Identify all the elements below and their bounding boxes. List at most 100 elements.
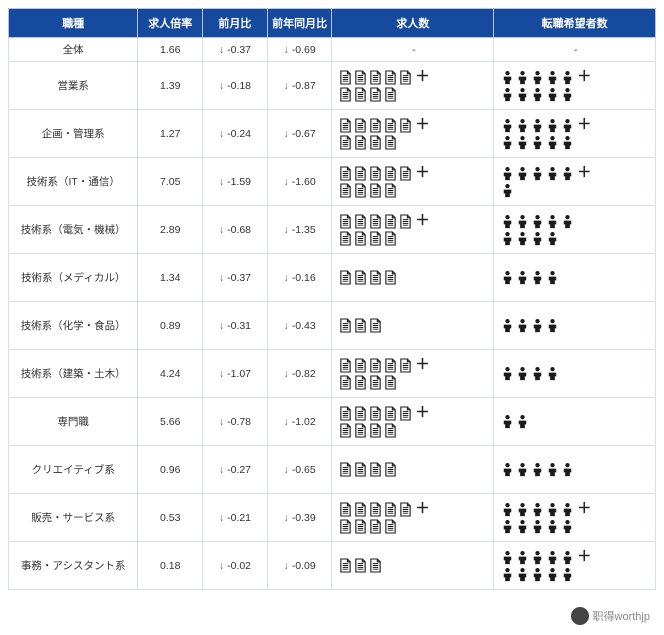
cell-ratio: 0.18 [138,542,203,590]
cell-category: 企画・管理系 [9,110,138,158]
document-icon [369,358,382,373]
person-icon [531,231,544,246]
down-arrow-icon: ↓ [219,272,224,284]
person-icon [546,318,559,333]
document-icon [369,231,382,246]
document-icon [369,183,382,198]
document-icon [399,214,412,229]
cell-jobs: ＋ [332,206,494,254]
document-icon [384,87,397,102]
document-icon [354,87,367,102]
plus-icon: ＋ [415,69,429,84]
plus-icon: ＋ [415,405,429,420]
col-seekers: 転職希望者数 [494,9,656,38]
cell-seekers [494,446,656,494]
cell-category: 技術系（IT・通信） [9,158,138,206]
cell-category: 営業系 [9,62,138,110]
table-row: 事務・アシスタント系0.18↓-0.02↓-0.09＋ [9,542,656,590]
cell-jobs: ＋ [332,158,494,206]
document-icon [399,406,412,421]
person-icon [561,135,574,150]
document-icon [384,358,397,373]
document-icon [354,558,367,573]
cell-ratio: 1.39 [138,62,203,110]
document-icon [384,183,397,198]
document-icon [339,519,352,534]
cell-jobs: ＋ [332,350,494,398]
icon-group [500,269,651,286]
cell-category: クリエイティブ系 [9,446,138,494]
icon-group: ＋ [338,165,489,199]
table-row: 技術系（化学・食品）0.89↓-0.31↓-0.43 [9,302,656,350]
cell-mom: ↓-0.18 [203,62,268,110]
person-icon [501,214,514,229]
job-ratio-table: 職種 求人倍率 前月比 前年同月比 求人数 転職希望者数 全体1.66↓-0.3… [8,8,656,590]
cell-ratio: 0.96 [138,446,203,494]
document-icon [339,423,352,438]
document-icon [399,166,412,181]
icon-group: ＋ [338,357,489,391]
cell-ratio: 0.53 [138,494,203,542]
person-icon [516,118,529,133]
down-arrow-icon: ↓ [284,320,289,332]
table-row: 専門職5.66↓-0.78↓-1.02＋ [9,398,656,446]
document-icon [354,270,367,285]
person-icon [546,270,559,285]
down-arrow-icon: ↓ [284,512,289,524]
table-row: 技術系（電気・機械）2.89↓-0.68↓-1.35＋ [9,206,656,254]
icon-group [338,557,489,574]
plus-icon: ＋ [415,117,429,132]
cell-ratio: 1.34 [138,254,203,302]
person-icon [501,519,514,534]
cell-mom: ↓-0.02 [203,542,268,590]
cell-seekers [494,206,656,254]
cell-mom: ↓-1.59 [203,158,268,206]
document-icon [369,70,382,85]
table-row: 全体1.66↓-0.37↓-0.69-- [9,38,656,62]
person-icon [561,502,574,517]
cell-category: 事務・アシスタント系 [9,542,138,590]
down-arrow-icon: ↓ [219,368,224,380]
icon-group [338,317,489,334]
watermark-avatar-icon [571,607,589,625]
person-icon [516,502,529,517]
cell-ratio: 5.66 [138,398,203,446]
document-icon [339,135,352,150]
document-icon [369,270,382,285]
person-icon [516,519,529,534]
icon-group [500,413,651,430]
plus-icon: ＋ [415,165,429,180]
cell-jobs [332,542,494,590]
person-icon [531,567,544,582]
cell-category: 技術系（建築・土木） [9,350,138,398]
document-icon [339,558,352,573]
icon-group [500,317,651,334]
cell-category: 技術系（化学・食品） [9,302,138,350]
document-icon [384,462,397,477]
cell-mom: ↓-0.68 [203,206,268,254]
cell-mom: ↓-0.78 [203,398,268,446]
person-icon [501,166,514,181]
document-icon [399,502,412,517]
down-arrow-icon: ↓ [219,320,224,332]
table-row: 技術系（IT・通信）7.05↓-1.59↓-1.60＋＋ [9,158,656,206]
plus-icon: ＋ [577,549,591,564]
down-arrow-icon: ↓ [284,368,289,380]
person-icon [516,318,529,333]
document-icon [339,462,352,477]
table-row: 技術系（メディカル）1.34↓-0.37↓-0.16 [9,254,656,302]
person-icon [546,231,559,246]
cell-jobs [332,254,494,302]
icon-group: ＋ [338,213,489,247]
icon-group: ＋ [500,117,651,151]
person-icon [546,214,559,229]
document-icon [354,183,367,198]
cell-mom: ↓-0.24 [203,110,268,158]
document-icon [354,118,367,133]
document-icon [354,375,367,390]
cell-seekers [494,302,656,350]
cell-jobs [332,302,494,350]
document-icon [339,318,352,333]
person-icon [501,414,514,429]
table-row: クリエイティブ系0.96↓-0.27↓-0.65 [9,446,656,494]
